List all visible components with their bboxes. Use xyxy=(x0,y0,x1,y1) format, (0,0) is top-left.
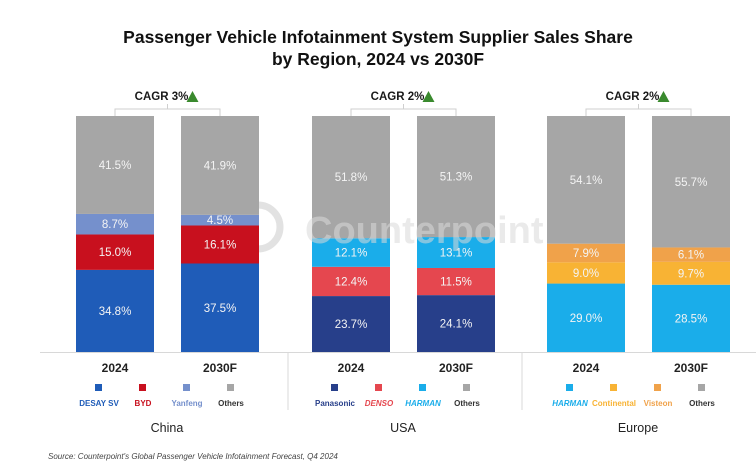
chart-title: Passenger Vehicle Infotainment System Su… xyxy=(0,26,756,70)
legend-label-continental: Continental xyxy=(592,399,636,408)
legend-swatch-yanfeng xyxy=(183,384,190,391)
legend-swatch-byd xyxy=(139,384,146,391)
bar-segment-china-2024-byd xyxy=(76,234,154,270)
region-label-europe: Europe xyxy=(618,421,658,435)
bar-segment-usa-2030f-harman xyxy=(417,237,495,268)
legend-label-desay-sv: DESAY SV xyxy=(79,399,119,408)
source-note: Source: Counterpoint's Global Passenger … xyxy=(48,452,338,461)
bar-segment-europe-2024-continental xyxy=(547,262,625,284)
bar-segment-china-2024-others xyxy=(76,116,154,214)
cagr-label: CAGR 3% xyxy=(135,91,189,103)
cagr-bracket xyxy=(585,104,692,116)
data-label: 28.5% xyxy=(675,313,708,325)
bar-segment-europe-2030f-continental xyxy=(652,261,730,285)
legend-label-others: Others xyxy=(218,399,244,408)
cagr-bracket xyxy=(114,104,221,116)
data-label: 51.8% xyxy=(335,172,368,184)
category-label: 2030F xyxy=(674,361,708,375)
region-label-usa: USA xyxy=(390,421,416,435)
cagr-up-arrow-icon xyxy=(422,91,435,102)
data-label: 41.5% xyxy=(99,160,132,172)
bar-segment-china-2024-desay-sv xyxy=(76,269,154,352)
watermark xyxy=(257,201,284,253)
data-label: 55.7% xyxy=(675,177,708,189)
category-label: 2024 xyxy=(102,361,129,375)
data-label: 6.1% xyxy=(678,250,704,262)
data-label: 23.7% xyxy=(335,319,368,331)
data-label: 29.0% xyxy=(570,313,603,325)
data-label: 54.1% xyxy=(570,175,603,187)
legend-swatch-harman xyxy=(419,384,426,391)
data-label: 9.7% xyxy=(678,268,704,280)
bar-segment-china-2030f-others xyxy=(181,116,259,215)
legend-label-harman: HARMAN xyxy=(405,399,441,408)
legend-swatch-others xyxy=(463,384,470,391)
cagr-label: CAGR 2% xyxy=(371,91,425,103)
legend-label-others: Others xyxy=(689,399,715,408)
data-label: 13.1% xyxy=(440,248,473,260)
data-label: 41.9% xyxy=(204,160,237,172)
cagr-up-arrow-icon xyxy=(657,91,670,102)
data-label: 11.5% xyxy=(440,277,472,289)
data-label: 15.0% xyxy=(99,247,132,259)
bar-segment-usa-2030f-denso xyxy=(417,267,495,296)
data-label: 7.9% xyxy=(573,248,599,260)
bar-segment-europe-2030f-others xyxy=(652,116,730,248)
cagr-label: CAGR 2% xyxy=(606,91,660,103)
bar-segment-usa-2030f-others xyxy=(417,116,495,238)
legend-label-denso: DENSO xyxy=(365,399,394,408)
legend-swatch-continental xyxy=(610,384,617,391)
data-label: 12.1% xyxy=(335,248,368,260)
legend-label-harman: HARMAN xyxy=(552,399,588,408)
legend-label-visteon: Visteon xyxy=(644,399,673,408)
legend-swatch-harman xyxy=(566,384,573,391)
category-label: 2024 xyxy=(338,361,365,375)
legend-label-byd: BYD xyxy=(135,399,152,408)
bar-segment-europe-2030f-visteon xyxy=(652,247,730,262)
bar-segment-usa-2024-harman xyxy=(312,238,390,267)
legend-swatch-visteon xyxy=(654,384,661,391)
legend-swatch-desay-sv xyxy=(95,384,102,391)
bar-segment-usa-2024-panasonic xyxy=(312,296,390,352)
data-label: 37.5% xyxy=(204,303,237,315)
bar-segment-china-2030f-byd xyxy=(181,225,259,264)
cagr-bracket xyxy=(350,104,457,116)
bar-segment-china-2030f-yanfeng xyxy=(181,214,259,226)
data-label: 4.5% xyxy=(207,215,233,227)
legend-label-panasonic: Panasonic xyxy=(315,399,356,408)
category-label: 2024 xyxy=(573,361,600,375)
legend-label-others: Others xyxy=(454,399,480,408)
legend-swatch-others xyxy=(227,384,234,391)
bar-segment-usa-2030f-panasonic xyxy=(417,295,495,352)
legend-label-yanfeng: Yanfeng xyxy=(171,399,202,408)
category-label: 2030F xyxy=(439,361,473,375)
region-label-china: China xyxy=(151,421,184,435)
data-label: 34.8% xyxy=(99,306,132,318)
data-label: 12.4% xyxy=(335,276,368,288)
bar-segment-china-2024-yanfeng xyxy=(76,213,154,235)
bar-segment-europe-2030f-harman xyxy=(652,284,730,352)
category-label: 2030F xyxy=(203,361,237,375)
bar-segment-china-2030f-desay-sv xyxy=(181,263,259,352)
legend-swatch-others xyxy=(698,384,705,391)
legend-swatch-denso xyxy=(375,384,382,391)
bar-segment-europe-2024-visteon xyxy=(547,243,625,263)
legend-swatch-panasonic xyxy=(331,384,338,391)
cagr-up-arrow-icon xyxy=(186,91,199,102)
bar-segment-europe-2024-others xyxy=(547,116,625,244)
chart-title-line-1: Passenger Vehicle Infotainment System Su… xyxy=(123,27,633,47)
bar-segment-usa-2024-others xyxy=(312,116,390,239)
data-label: 24.1% xyxy=(440,319,473,331)
chart-title-line-2: by Region, 2024 vs 2030F xyxy=(271,49,485,69)
data-label: 9.0% xyxy=(573,268,599,280)
bar-segment-europe-2024-harman xyxy=(547,283,625,352)
data-label: 8.7% xyxy=(102,219,128,231)
watermark-logo-icon xyxy=(257,201,284,253)
bar-segment-usa-2024-denso xyxy=(312,266,390,297)
data-label: 16.1% xyxy=(204,240,237,252)
watermark-text: Counterpoint xyxy=(305,210,544,252)
data-label: 51.3% xyxy=(440,172,473,184)
